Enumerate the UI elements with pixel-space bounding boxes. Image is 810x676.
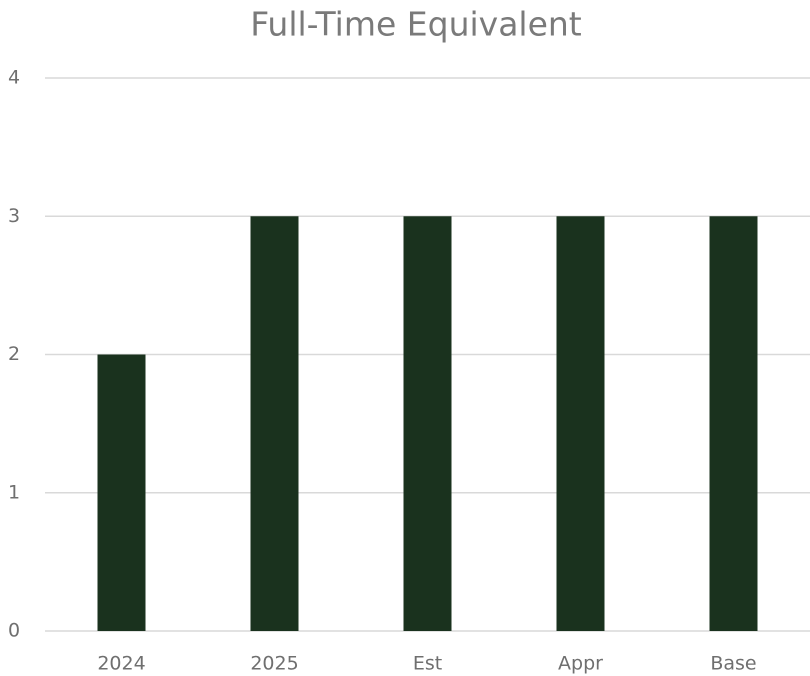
x-tick-label: Appr (558, 653, 603, 675)
y-tick-label: 0 (8, 620, 20, 642)
bar (250, 216, 299, 631)
bar (403, 216, 452, 631)
chart-title: Full-Time Equivalent (250, 5, 582, 44)
y-tick-label: 2 (8, 343, 20, 365)
bar (709, 216, 758, 631)
x-tick-label: Est (413, 653, 442, 675)
x-tick-label: 2025 (250, 653, 298, 675)
y-tick-label: 4 (8, 67, 20, 89)
x-tick-label: 2024 (97, 653, 145, 675)
y-tick-label: 3 (8, 205, 20, 227)
bar (97, 354, 146, 631)
bar (556, 216, 605, 631)
x-tick-label: Base (710, 653, 756, 675)
y-tick-label: 1 (8, 481, 20, 503)
